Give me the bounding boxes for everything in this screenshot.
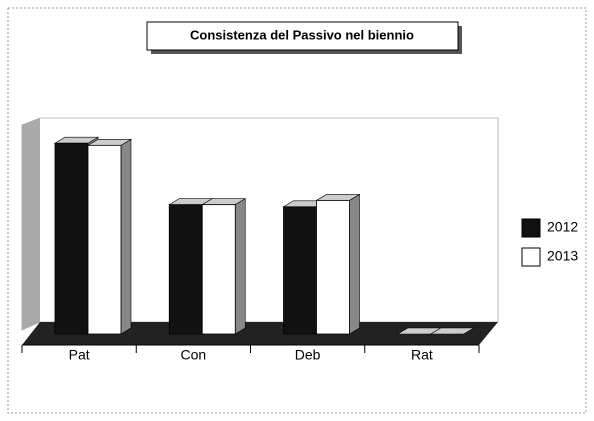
bar-front (201, 204, 236, 335)
x-tick-label: Deb (295, 347, 321, 363)
x-tick-label: Con (181, 347, 207, 363)
bar-front (316, 200, 350, 335)
legend-swatch (521, 247, 541, 267)
bar-front (54, 142, 89, 335)
bar (86, 138, 133, 335)
title-box (146, 21, 459, 51)
legend-swatch (521, 218, 541, 238)
bar-top (429, 327, 475, 335)
bar (201, 198, 247, 335)
bar (429, 327, 475, 335)
legend-label: 2013 (547, 248, 578, 264)
x-tick-label: Rat (411, 347, 433, 363)
bar (315, 193, 361, 335)
bar-front (87, 144, 122, 335)
bar-front (168, 204, 203, 335)
x-tick-label: Pat (69, 347, 90, 363)
chart-title: Consistenza del Passivo nel biennio (190, 27, 414, 42)
floor (22, 322, 498, 345)
bar-side (349, 193, 360, 335)
bar-front (283, 206, 317, 335)
bar-side (120, 138, 132, 335)
bar-side (234, 198, 246, 335)
side-wall (22, 118, 40, 330)
legend-label: 2012 (547, 219, 578, 235)
